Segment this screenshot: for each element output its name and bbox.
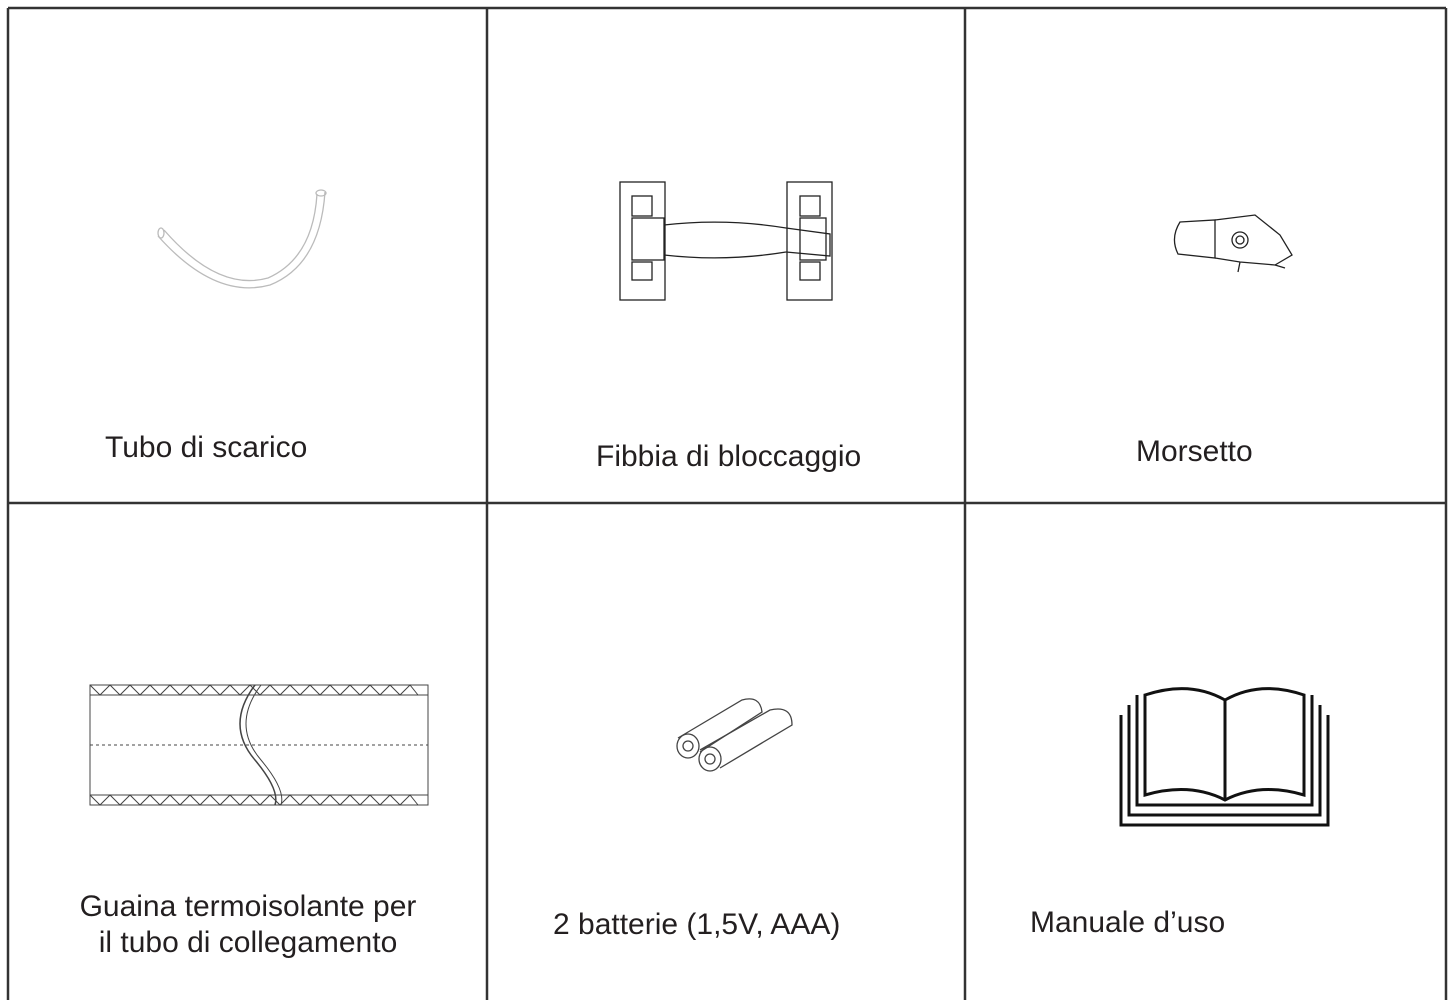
- sheath-icon: [89, 684, 429, 806]
- label-line: Manuale d’uso: [1030, 906, 1226, 939]
- item-label: Tubo di scarico: [105, 430, 307, 466]
- label-line: Fibbia di bloccaggio: [596, 440, 862, 473]
- label-line: il tubo di collegamento: [98, 926, 398, 959]
- item-label: Morsetto: [1136, 434, 1253, 470]
- clamp-icon: [1173, 214, 1293, 273]
- batteries-icon: [676, 698, 793, 772]
- item-label: 2 batterie (1,5V, AAA): [553, 907, 840, 943]
- table-grid: [6, 6, 1448, 1000]
- label-line: Morsetto: [1136, 435, 1253, 468]
- item-label: Guaina termoisolante per il tubo di colle…: [40, 889, 456, 961]
- buckle-icon: [619, 181, 833, 301]
- manual-icon: [1119, 687, 1330, 827]
- item-label: Fibbia di bloccaggio: [596, 439, 861, 475]
- label-line: 2 batterie (1,5V, AAA): [553, 908, 841, 941]
- label-line: Guaina termoisolante per: [79, 890, 417, 923]
- label-line: Tubo di scarico: [105, 431, 308, 464]
- item-label: Manuale d’uso: [1030, 905, 1225, 941]
- hose-icon: [157, 189, 327, 289]
